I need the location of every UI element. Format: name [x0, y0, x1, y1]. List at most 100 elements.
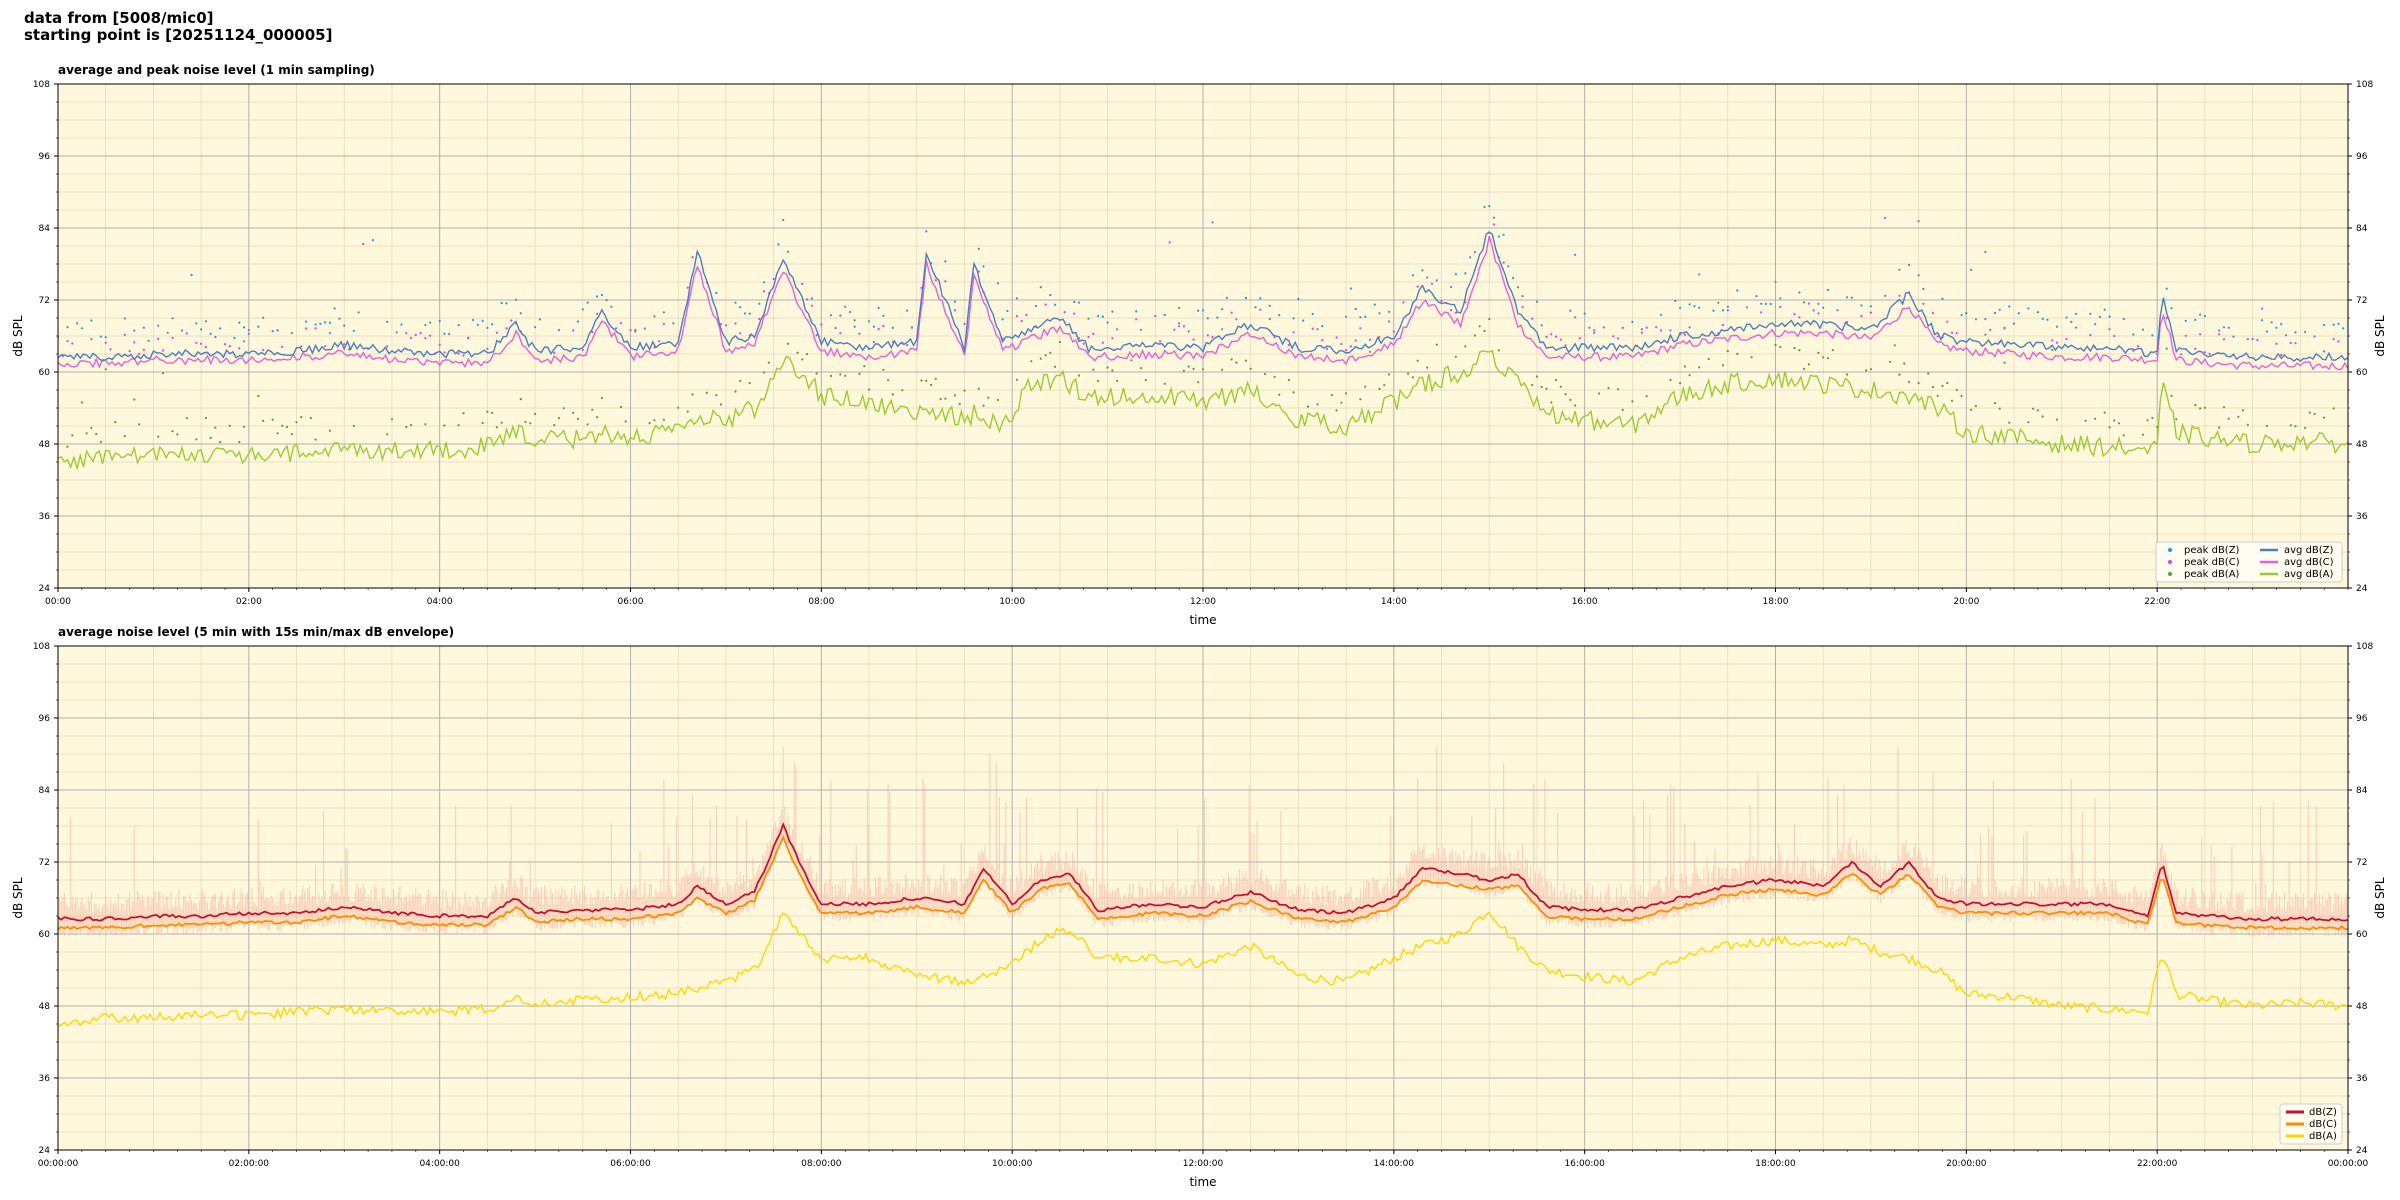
scatter-point — [944, 397, 947, 400]
scatter-point — [1512, 276, 1515, 279]
scatter-point — [1502, 233, 1505, 236]
scatter-point — [1082, 342, 1085, 345]
scatter-point — [1831, 349, 1834, 352]
scatter-point — [1259, 308, 1262, 311]
scatter-point — [2179, 353, 2183, 356]
y-tick-label: 60 — [2356, 930, 2368, 940]
scatter-point — [591, 408, 594, 411]
scatter-point — [1931, 385, 1934, 389]
legend-marker — [2168, 560, 2172, 564]
y-tick-label: 60 — [39, 930, 51, 940]
scatter-point — [2141, 328, 2144, 331]
scatter-point — [324, 345, 327, 348]
scatter-point — [810, 304, 813, 307]
x-tick-label: 08:00 — [808, 597, 834, 607]
scatter-point — [1908, 380, 1911, 383]
legend-box — [2279, 1103, 2343, 1145]
scatter-point — [600, 396, 604, 400]
scatter-point — [1044, 354, 1047, 357]
scatter-point — [1970, 408, 1973, 411]
scatter-point — [262, 316, 265, 319]
scatter-point — [572, 411, 575, 414]
scatter-point — [801, 358, 804, 361]
scatter-point — [1531, 317, 1534, 320]
scatter-point — [767, 361, 771, 364]
scatter-point — [925, 379, 928, 382]
scatter-point — [500, 421, 503, 424]
scatter-point — [2199, 407, 2202, 410]
scatter-point — [2094, 323, 2097, 326]
scatter-point — [1869, 368, 1872, 371]
scatter-point — [686, 286, 689, 289]
scatter-point — [180, 329, 184, 332]
scatter-point — [672, 322, 675, 325]
scatter-point — [2222, 406, 2226, 409]
scatter-point — [1807, 302, 1810, 305]
scatter-point — [1335, 336, 1338, 339]
legend-marker — [2168, 548, 2172, 552]
scatter-point — [1435, 279, 1438, 282]
scatter-point — [1779, 305, 1782, 308]
scatter-point — [386, 320, 389, 323]
scatter-point — [1273, 375, 1276, 378]
scatter-point — [505, 302, 508, 305]
scatter-point — [128, 350, 131, 353]
scatter-point — [2108, 426, 2111, 429]
scatter-point — [1135, 310, 1138, 313]
scatter-point — [328, 321, 331, 324]
scatter-point — [1106, 321, 1109, 324]
scatter-point — [1917, 382, 1920, 385]
scatter-point — [739, 306, 742, 309]
scatter-point — [1998, 407, 2001, 410]
scatter-point — [1116, 379, 1119, 382]
scatter-point — [677, 406, 680, 409]
scatter-point — [104, 336, 107, 339]
scatter-point — [576, 320, 580, 323]
legend: peak dB(Z)peak dB(C)peak dB(A)avg dB(Z)a… — [2155, 541, 2343, 583]
scatter-point — [80, 327, 83, 330]
scatter-point — [2151, 416, 2154, 420]
scatter-point — [257, 394, 260, 397]
scatter-point — [1597, 392, 1601, 395]
scatter-point — [963, 389, 966, 392]
scatter-point — [1483, 329, 1486, 333]
scatter-peak-db-z- — [58, 205, 2345, 341]
y-tick-label: 24 — [39, 584, 51, 594]
scatter-point — [1311, 312, 1314, 316]
scatter-point — [1712, 309, 1715, 312]
x-tick-label: 16:00 — [1572, 597, 1598, 607]
scatter-point — [1554, 335, 1558, 338]
scatter-point — [634, 328, 637, 332]
scatter-point — [438, 319, 441, 323]
scatter-point — [1359, 316, 1362, 319]
scatter-point — [1116, 328, 1119, 331]
scatter-point — [1292, 391, 1295, 394]
scatter-point — [281, 345, 284, 348]
scatter-point — [457, 424, 460, 427]
scatter-point — [977, 387, 980, 390]
legend-label: avg dB(A) — [2284, 569, 2334, 580]
scatter-point — [2184, 319, 2187, 322]
scatter-point — [1998, 308, 2001, 311]
scatter-point — [80, 401, 83, 404]
scatter-point — [1316, 403, 1319, 406]
scatter-point — [1015, 297, 1019, 300]
scatter-point — [1039, 286, 1042, 289]
scatter-point — [2337, 340, 2340, 343]
scatter-point — [510, 319, 513, 322]
scatter-point — [1621, 326, 1624, 329]
scatter-point — [109, 348, 112, 351]
scatter-point — [2294, 342, 2297, 345]
scatter-point — [2227, 326, 2230, 329]
scatter-point — [882, 314, 885, 317]
panel-title: average noise level (5 min with 15s min/… — [58, 625, 454, 639]
scatter-point — [748, 381, 751, 385]
scatter-point — [748, 312, 751, 315]
scatter-point — [2108, 315, 2111, 318]
y-tick-label: 84 — [2356, 224, 2368, 234]
scatter-point — [2265, 330, 2268, 333]
scatter-point — [763, 290, 766, 293]
scatter-point — [1001, 318, 1004, 321]
scatter-point — [2117, 422, 2121, 425]
